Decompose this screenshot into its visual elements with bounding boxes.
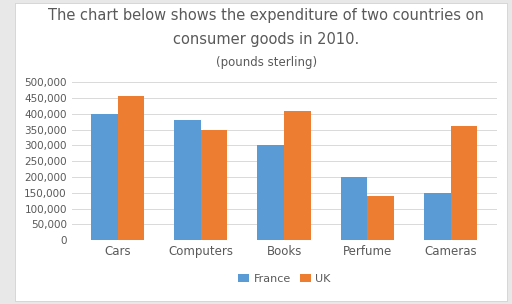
Legend: France, UK: France, UK bbox=[233, 269, 335, 288]
Bar bbox=[424, 193, 451, 240]
Text: (pounds sterling): (pounds sterling) bbox=[216, 56, 317, 69]
Bar bbox=[284, 111, 311, 240]
Bar bbox=[258, 145, 284, 240]
Bar bbox=[174, 120, 201, 240]
Bar bbox=[368, 196, 394, 240]
Bar bbox=[341, 177, 368, 240]
Bar bbox=[91, 114, 118, 240]
Text: The chart below shows the expenditure of two countries on: The chart below shows the expenditure of… bbox=[48, 8, 484, 22]
Bar bbox=[118, 96, 144, 240]
Text: consumer goods in 2010.: consumer goods in 2010. bbox=[173, 32, 359, 47]
Bar bbox=[201, 130, 227, 240]
Bar bbox=[451, 126, 478, 240]
